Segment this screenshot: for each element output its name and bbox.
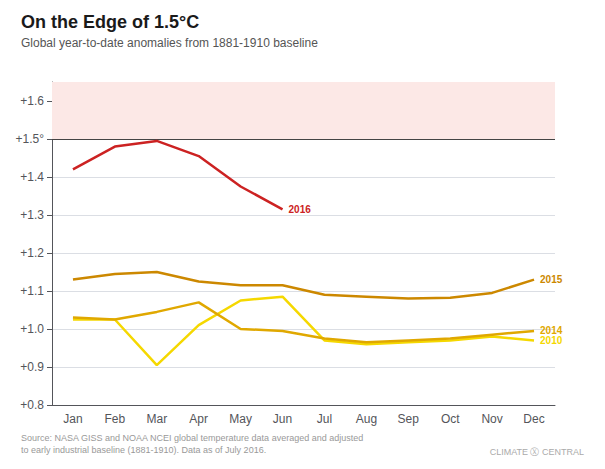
svg-text:Global year-to-date anomalies: Global year-to-date anomalies from 1881-… — [21, 36, 318, 50]
svg-text:Jun: Jun — [273, 412, 292, 426]
svg-text:2016: 2016 — [289, 204, 312, 215]
svg-text:+1.5°: +1.5° — [16, 132, 45, 146]
svg-text:Source: NASA GISS and NOAA NCE: Source: NASA GISS and NOAA NCEI global t… — [21, 433, 363, 443]
svg-text:2010: 2010 — [540, 335, 563, 346]
svg-text:+1.4: +1.4 — [20, 170, 44, 184]
svg-text:+1.2: +1.2 — [20, 246, 44, 260]
svg-text:+1.1: +1.1 — [20, 284, 44, 298]
svg-text:Aug: Aug — [356, 412, 377, 426]
svg-text:Jan: Jan — [63, 412, 82, 426]
svg-text:On the Edge of 1.5°C: On the Edge of 1.5°C — [21, 12, 199, 32]
svg-text:Nov: Nov — [481, 412, 502, 426]
svg-text:Jul: Jul — [317, 412, 332, 426]
svg-text:Mar: Mar — [146, 412, 167, 426]
svg-text:Apr: Apr — [189, 412, 208, 426]
svg-text:+1.0: +1.0 — [20, 322, 44, 336]
svg-text:Oct: Oct — [441, 412, 460, 426]
svg-text:+0.8: +0.8 — [20, 398, 44, 412]
svg-text:+1.3: +1.3 — [20, 208, 44, 222]
svg-text:2014: 2014 — [540, 325, 563, 336]
svg-text:CLIMATE Ⓧ CENTRAL: CLIMATE Ⓧ CENTRAL — [490, 447, 584, 457]
svg-text:May: May — [229, 412, 252, 426]
svg-text:2015: 2015 — [540, 274, 563, 285]
svg-text:Feb: Feb — [105, 412, 126, 426]
svg-text:to early industrial baseline (: to early industrial baseline (1881-1910)… — [21, 445, 266, 455]
svg-text:Dec: Dec — [523, 412, 544, 426]
svg-text:+0.9: +0.9 — [20, 360, 44, 374]
svg-text:Sep: Sep — [398, 412, 420, 426]
svg-text:+1.6: +1.6 — [20, 94, 44, 108]
